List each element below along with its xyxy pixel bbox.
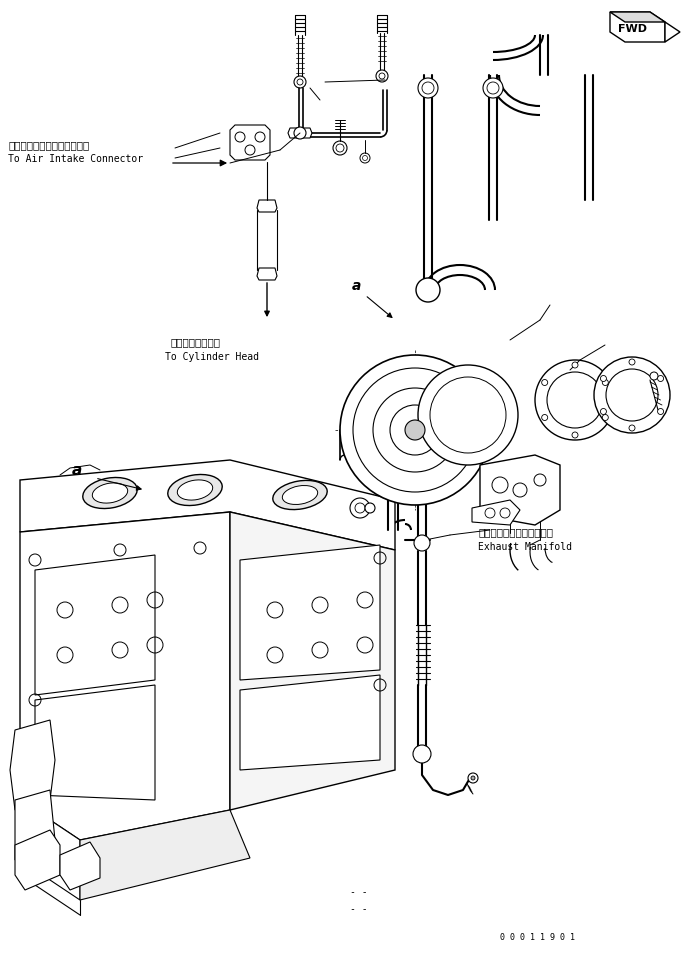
Text: 0 0 0 1 1 9 0 1: 0 0 0 1 1 9 0 1 [500,933,575,942]
Ellipse shape [282,486,318,504]
Ellipse shape [273,480,327,510]
Circle shape [657,376,664,382]
Polygon shape [257,268,277,280]
Ellipse shape [177,480,213,500]
Text: - -: - - [350,887,367,897]
Circle shape [416,278,440,302]
Circle shape [405,420,425,440]
Circle shape [418,78,438,98]
Polygon shape [610,12,665,42]
Polygon shape [10,720,55,810]
Circle shape [387,489,399,501]
Polygon shape [230,512,395,810]
Circle shape [629,425,635,431]
Circle shape [629,359,635,365]
Polygon shape [240,545,380,680]
Ellipse shape [83,477,137,508]
Circle shape [600,376,606,382]
Text: To Air Intake Connector: To Air Intake Connector [8,154,143,164]
Circle shape [468,773,478,783]
Circle shape [602,380,608,385]
Polygon shape [35,555,155,695]
Circle shape [414,535,430,551]
Text: エキゾーストマニホールド: エキゾーストマニホールド [478,527,553,537]
Circle shape [572,362,578,368]
Polygon shape [665,22,680,42]
Polygon shape [60,842,100,890]
Circle shape [594,357,670,433]
Polygon shape [20,512,230,840]
Circle shape [413,745,431,763]
Circle shape [650,372,658,380]
Text: Exhaust Manifold: Exhaust Manifold [478,542,572,552]
Circle shape [360,153,370,163]
Polygon shape [20,460,395,550]
Polygon shape [472,500,520,525]
Text: - -: - - [350,904,367,914]
Circle shape [572,432,578,438]
Text: To Cylinder Head: To Cylinder Head [165,352,259,362]
Ellipse shape [92,483,128,503]
Ellipse shape [168,474,222,505]
Polygon shape [288,128,312,138]
Text: a: a [72,463,82,478]
Circle shape [365,503,375,513]
Polygon shape [80,810,250,900]
Polygon shape [240,675,380,770]
Polygon shape [480,455,560,525]
Polygon shape [230,125,270,160]
Circle shape [471,776,475,780]
Polygon shape [15,830,60,890]
Polygon shape [15,790,55,860]
Text: シリンダヘッドへ: シリンダヘッドへ [170,337,220,347]
Circle shape [542,380,548,385]
Circle shape [418,365,518,465]
Circle shape [294,127,306,139]
Text: FWD: FWD [618,24,647,34]
Circle shape [340,355,490,505]
Polygon shape [257,200,277,212]
Circle shape [333,141,347,155]
Polygon shape [610,12,665,22]
Polygon shape [35,685,155,800]
Text: a: a [352,279,361,293]
Circle shape [373,388,457,472]
Circle shape [376,70,388,82]
Circle shape [353,368,477,492]
Circle shape [483,78,503,98]
Circle shape [600,409,606,414]
Circle shape [657,409,664,414]
Circle shape [535,360,615,440]
Polygon shape [20,800,80,900]
Circle shape [542,414,548,420]
Circle shape [294,76,306,88]
Circle shape [602,414,608,420]
Text: エアーインテークコネクタへ: エアーインテークコネクタへ [8,140,89,150]
